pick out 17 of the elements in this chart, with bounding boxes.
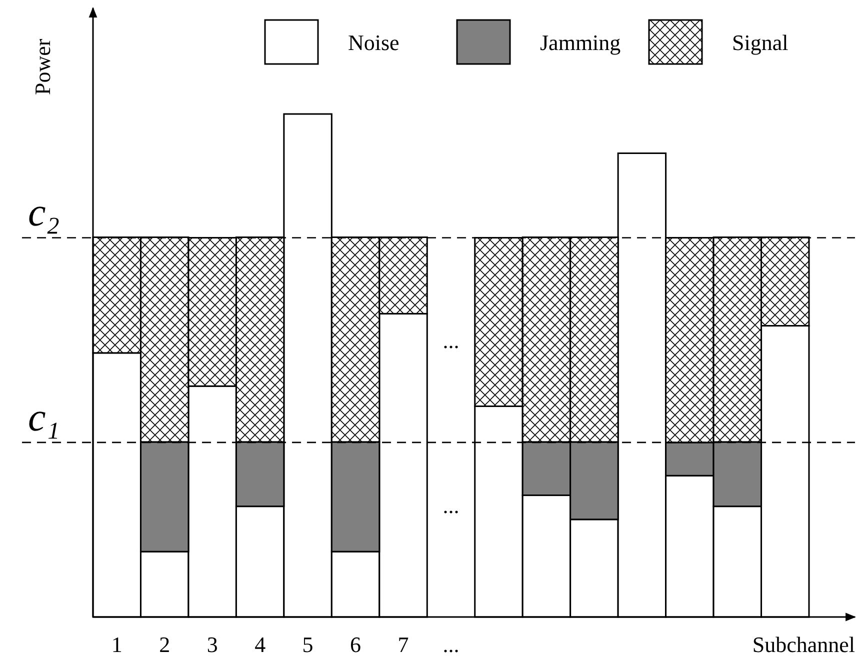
legend-label: Signal <box>732 30 788 55</box>
x-tick-label: 7 <box>398 632 409 657</box>
x-tick-label: ... <box>442 632 460 657</box>
legend-label: Jamming <box>540 30 621 55</box>
x-tick-label: 5 <box>302 632 314 657</box>
annotation: ... <box>442 328 460 353</box>
x-axis-title: Subchannel <box>752 632 855 657</box>
annotation: ... <box>442 493 460 518</box>
ref-line-label: c₂ <box>28 190 60 235</box>
x-tick-label: 3 <box>206 632 218 657</box>
x-tick-label: 2 <box>159 632 170 657</box>
x-tick-label: 1 <box>111 632 122 657</box>
ref-line-label: c₁ <box>28 394 60 440</box>
legend-label: Noise <box>348 30 400 55</box>
y-axis-title: Power <box>30 38 55 95</box>
x-tick-label: 4 <box>254 632 266 657</box>
x-tick-label: 6 <box>350 632 362 657</box>
